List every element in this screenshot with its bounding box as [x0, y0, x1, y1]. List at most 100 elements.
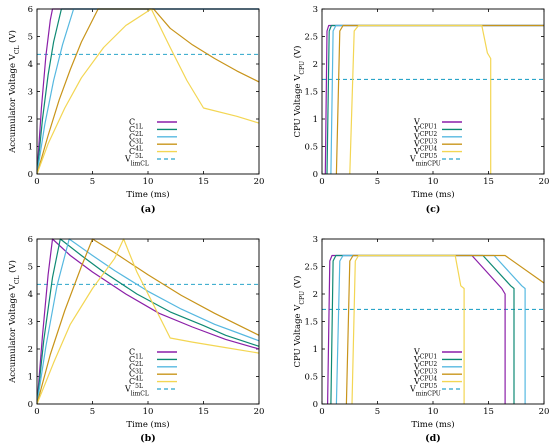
series-line-3 — [36, 8, 259, 175]
y-tick-label: 1 — [28, 143, 33, 153]
series-line-3 — [36, 238, 260, 405]
x-tick-label: 10 — [428, 177, 439, 187]
x-tick-label: 0 — [34, 407, 39, 417]
series-line-5 — [36, 8, 260, 175]
plot-frame — [321, 8, 545, 175]
legend-label-3: C3L — [129, 132, 143, 145]
x-tick-label: 0 — [319, 177, 324, 187]
legend-label-5: VCPU5 — [413, 147, 437, 160]
x-tick-label: 15 — [198, 177, 209, 187]
y-tick-label: 2 — [28, 115, 33, 125]
y-tick-label: 0.5 — [304, 143, 318, 153]
y-tick-label: 1.5 — [304, 318, 318, 328]
y-tick-label: 6 — [28, 5, 33, 15]
series-line-1 — [36, 238, 260, 405]
panel-d: 0 5 10 15 2000.511.522.53VCPU1VCPU2VCPU3VCPU… — [292, 235, 549, 444]
y-axis-label: Accumulator Voltage VCL (V) — [7, 30, 21, 154]
plot-frame — [36, 8, 260, 175]
series-line-2 — [36, 238, 260, 405]
y-axis-label: CPU Voltage VCPU (V) — [292, 275, 306, 367]
y-axis-label: CPU Voltage VCPU (V) — [292, 45, 306, 137]
y-tick-label: 2 — [313, 60, 318, 70]
y-tick-label: 5 — [28, 33, 33, 43]
y-tick-label: 3 — [28, 318, 33, 328]
y-tick-label: 3 — [313, 5, 318, 15]
series-line-4 — [345, 254, 545, 405]
legend-label-threshold: VlimCL — [124, 155, 149, 168]
x-axis-label: Time (ms) — [411, 419, 454, 430]
legend-label-3: C3L — [129, 362, 143, 375]
panel-caption: (c) — [426, 204, 441, 215]
y-axis-label: Accumulator Voltage VCL (V) — [7, 260, 21, 384]
x-tick-label: 10 — [143, 407, 154, 417]
legend-label-3: VCPU3 — [413, 362, 437, 375]
legend-label-4: VCPU4 — [413, 140, 437, 153]
legend-label-1: VCPU1 — [413, 348, 437, 361]
legend-label-4: VCPU4 — [413, 370, 437, 383]
y-tick-label: 1 — [313, 115, 318, 125]
series-line-5 — [36, 238, 260, 405]
x-tick-label: 20 — [254, 407, 265, 417]
y-tick-label: 0 — [28, 170, 33, 180]
x-tick-label: 0 — [34, 177, 39, 187]
x-tick-label: 10 — [428, 407, 439, 417]
legend-label-5: C5L — [129, 377, 143, 390]
y-tick-label: 2.5 — [304, 263, 318, 273]
y-tick-label: 2 — [313, 290, 318, 300]
y-tick-label: 6 — [28, 235, 33, 245]
y-tick-label: 2 — [28, 345, 33, 355]
y-tick-label: 3 — [28, 88, 33, 98]
y-tick-label: 0 — [313, 400, 318, 410]
y-tick-label: 1.5 — [304, 88, 318, 98]
legend-label-1: VCPU1 — [413, 118, 437, 131]
x-tick-label: 15 — [483, 177, 494, 187]
series-line-1 — [36, 8, 259, 175]
x-tick-label: 5 — [375, 177, 380, 187]
panel-c: 0 5 10 15 2000.511.522.53VCPU1VCPU2VCPU3VCPU… — [292, 5, 549, 215]
panel-caption: (a) — [140, 204, 155, 215]
y-tick-label: 0.5 — [304, 373, 318, 383]
panel-caption: (d) — [425, 433, 441, 444]
series-line-3 — [330, 24, 544, 175]
x-tick-label: 20 — [539, 177, 550, 187]
x-axis-label: Time (ms) — [126, 419, 169, 430]
legend-label-5: VCPU5 — [413, 377, 437, 390]
legend-label-2: C2L — [129, 125, 143, 138]
x-tick-label: 5 — [375, 407, 380, 417]
legend-label-threshold: VminCPU — [409, 155, 441, 168]
legend-label-threshold: VlimCL — [124, 385, 149, 398]
legend-label-4: C4L — [129, 140, 143, 153]
x-tick-label: 0 — [319, 407, 324, 417]
x-tick-label: 20 — [539, 407, 550, 417]
y-tick-label: 1 — [28, 373, 33, 383]
y-tick-label: 4 — [28, 60, 33, 70]
series-line-4 — [36, 238, 260, 405]
series-line-5 — [351, 254, 465, 405]
legend-label-2: C2L — [129, 355, 143, 368]
y-tick-label: 1 — [313, 345, 318, 355]
legend-label-3: VCPU3 — [413, 132, 437, 145]
x-axis-label: Time (ms) — [411, 189, 454, 200]
x-axis-label: Time (ms) — [126, 189, 169, 200]
x-tick-label: 5 — [90, 407, 95, 417]
legend-label-2: VCPU2 — [413, 355, 437, 368]
y-tick-label: 5 — [28, 263, 33, 273]
legend-label-threshold: VminCPU — [409, 385, 441, 398]
plot-frame — [36, 238, 260, 405]
x-tick-label: 20 — [254, 177, 265, 187]
x-tick-label: 10 — [143, 177, 154, 187]
y-tick-label: 2.5 — [304, 33, 318, 43]
x-tick-label: 15 — [483, 407, 494, 417]
y-tick-label: 3 — [313, 235, 318, 245]
series-line-2 — [36, 8, 259, 175]
y-tick-label: 0 — [313, 170, 318, 180]
y-tick-label: 0 — [28, 400, 33, 410]
legend-label-1: C1L — [129, 118, 143, 131]
x-tick-label: 15 — [198, 407, 209, 417]
plot-frame — [321, 238, 545, 405]
legend-label-2: VCPU2 — [413, 125, 437, 138]
series-line-4 — [36, 8, 260, 175]
